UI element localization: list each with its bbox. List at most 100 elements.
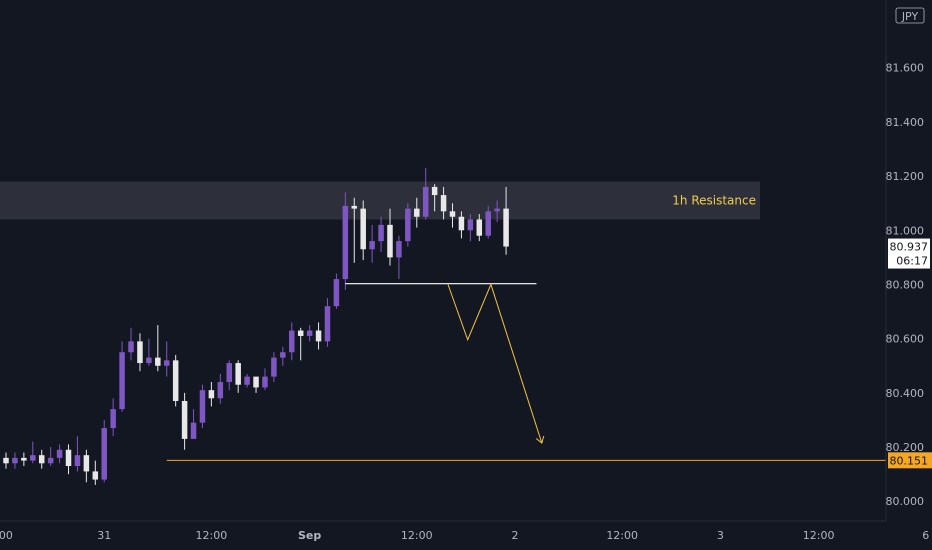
candle-body (155, 357, 161, 366)
candle-body (387, 224, 393, 258)
candle (208, 382, 215, 407)
candle (414, 197, 420, 228)
candle (494, 200, 500, 223)
projection-path[interactable] (447, 283, 545, 444)
candle (405, 203, 411, 247)
candle (342, 192, 349, 290)
candle (92, 460, 99, 485)
candle-body (30, 455, 36, 461)
candle (101, 419, 107, 483)
candle (387, 208, 393, 266)
candle (262, 368, 268, 391)
candle (253, 376, 259, 393)
support-price-value: 80.151 (890, 454, 929, 467)
candle-body (208, 390, 215, 399)
time-tick-label: 3 (717, 529, 724, 542)
time-tick-label: Sep (298, 529, 321, 542)
price-tick-label: 81.400 (886, 116, 925, 129)
last-price-value: 80.937 (890, 241, 929, 254)
candle (333, 273, 340, 309)
candle-body (146, 357, 152, 364)
candle-body (360, 208, 366, 250)
candle (458, 211, 465, 239)
candle-body (172, 360, 179, 401)
candle-body (128, 341, 134, 353)
candle-body (271, 357, 277, 377)
candle-body (253, 376, 259, 388)
time-tick-label: 12:00 (401, 529, 433, 542)
price-tick-label: 80.800 (886, 278, 925, 291)
candle (297, 327, 304, 361)
price-tick-label: 80.400 (886, 387, 925, 400)
time-tick-label: 12:00 (606, 529, 638, 542)
candle (181, 392, 188, 450)
time-axis[interactable]: 12:00 31 12:00 Sep 12:00 2 12:00 3 12:00 6 (0, 529, 929, 542)
candle-body (378, 224, 384, 242)
support-price-badge-box (888, 452, 932, 469)
time-tick-label: 12:00 (196, 529, 228, 542)
candle (503, 186, 509, 255)
candle-body (217, 382, 224, 399)
candle (351, 197, 358, 263)
candle (163, 341, 170, 377)
last-price-badge: 80.937 06:17 (888, 238, 930, 269)
candle-body (431, 186, 438, 196)
candle (431, 184, 438, 212)
candle-body (244, 376, 250, 385)
price-axis[interactable]: 81.600 81.400 81.200 81.000 80.800 80.600 80.4… (886, 62, 925, 508)
resistance-zone (0, 181, 760, 220)
candle-body (280, 352, 286, 358)
currency-box (895, 7, 925, 24)
support-price-badge: 80.151 (888, 452, 932, 469)
candle-body (199, 390, 206, 423)
candle-body (289, 330, 295, 353)
candle (449, 203, 456, 228)
candle (30, 441, 36, 464)
time-tick-label: 31 (97, 529, 111, 542)
candle (235, 360, 241, 393)
candle-body (38, 455, 45, 464)
candle-body (449, 211, 456, 217)
candle (315, 322, 322, 350)
candle (217, 373, 224, 404)
candle-body (110, 409, 116, 429)
resistance-zone-layer: 1h Resistance (0, 181, 760, 220)
candle-body (422, 186, 429, 217)
price-tick-label: 81.200 (886, 170, 925, 183)
candle-body (494, 208, 500, 212)
candle (74, 436, 81, 472)
candle (56, 444, 63, 464)
candle-body (119, 352, 125, 410)
time-tick-label: 2 (512, 529, 519, 542)
price-tick-label: 80.000 (886, 495, 925, 508)
candle (21, 452, 27, 467)
time-tick-label: 6 (922, 529, 929, 542)
candle-body (190, 422, 197, 439)
candle-body (21, 457, 27, 461)
candle (190, 409, 197, 439)
time-tick-label: 12:00 (803, 529, 835, 542)
countdown-value: 06:17 (896, 255, 928, 268)
candle (324, 298, 331, 347)
candle (137, 333, 143, 372)
candle (360, 200, 366, 261)
candle-body (396, 241, 402, 258)
candle-body (101, 428, 107, 480)
candle-body (297, 330, 304, 336)
candle-body (92, 471, 99, 480)
candle (155, 325, 161, 372)
candle-body (351, 205, 358, 209)
candle-body (226, 363, 232, 383)
price-tick-label: 81.600 (886, 62, 925, 75)
candle (306, 325, 313, 342)
candle-body (74, 455, 81, 467)
candle (47, 447, 54, 467)
candle-body (458, 216, 465, 231)
candle (422, 167, 429, 220)
candle-body (56, 449, 63, 458)
price-tick-label: 80.200 (886, 441, 925, 454)
candle (38, 449, 45, 469)
candle (485, 205, 491, 239)
